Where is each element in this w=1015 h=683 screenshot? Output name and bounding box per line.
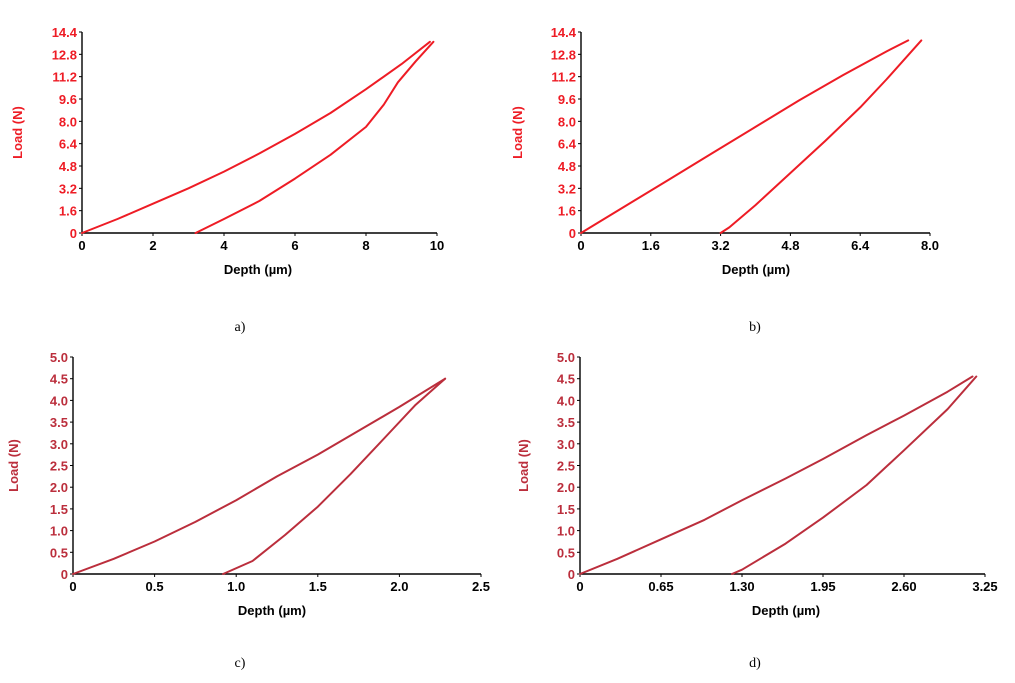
unloading-curve: [731, 375, 978, 575]
y-tick-label: 2.5: [557, 459, 575, 474]
x-tick-label: 2.0: [390, 579, 408, 594]
x-tick-label: 1.6: [642, 238, 660, 253]
x-tick-label: 0.65: [648, 579, 673, 594]
x-tick-label: 0.5: [146, 579, 164, 594]
x-tick-label: 0: [576, 579, 583, 594]
y-tick-label: 8.0: [558, 114, 576, 129]
y-tick-label: 4.5: [557, 372, 575, 387]
x-tick-label: 8.0: [921, 238, 939, 253]
y-tick-label: 11.2: [52, 70, 77, 85]
y-tick-label: 5.0: [557, 350, 575, 365]
unloading-curve: [719, 39, 923, 234]
y-tick-label: 5.0: [50, 350, 68, 365]
y-tick-label: 0.5: [557, 545, 575, 560]
y-tick-label: 1.0: [50, 524, 68, 539]
x-tick-label: 2: [149, 238, 156, 253]
y-tick-label: 12.8: [52, 47, 77, 62]
x-axis-label: Depth (µm): [224, 262, 292, 277]
panel-caption: b): [749, 320, 761, 335]
y-tick-label: 2.0: [50, 480, 68, 495]
y-axis-label: Load (N): [516, 439, 531, 492]
chart-panel-1: 0 1.6 3.2 4.8 6.4 8.0 9.6 11.2 12.8 14.4 0 2 4 6 8 10 De…: [10, 25, 444, 335]
x-tick-label: 2.60: [891, 579, 916, 594]
y-tick-label: 1.5: [557, 502, 575, 517]
x-tick-label: 1.95: [810, 579, 835, 594]
x-axis-label: Depth (µm): [722, 262, 790, 277]
y-tick-label: 9.6: [558, 92, 576, 107]
y-tick-label: 3.5: [557, 415, 575, 430]
y-tick-label: 3.2: [59, 181, 77, 196]
y-tick-label: 4.8: [59, 159, 77, 174]
y-tick-label: 3.2: [558, 181, 576, 196]
x-axis-label: Depth (µm): [752, 603, 820, 618]
x-tick-label: 3.25: [972, 579, 997, 594]
x-tick-label: 2.5: [472, 579, 490, 594]
x-tick-label: 6: [291, 238, 298, 253]
chart-panel-3: 0 0.5 1.0 1.5 2.0 2.5 3.0 3.5 4.0 4.5 5.0 0 0.5 1.0 1.…: [6, 350, 490, 671]
chart-panel-4: 0 0.5 1.0 1.5 2.0 2.5 3.0 3.5 4.0 4.5 5.0 0 0.65 1.30…: [516, 350, 998, 671]
y-tick-label: 0: [70, 226, 77, 241]
y-axis-label: Load (N): [10, 106, 25, 159]
panel-caption: d): [749, 656, 761, 671]
y-tick-label: 4.8: [558, 159, 576, 174]
y-tick-label: 6.4: [558, 137, 577, 152]
y-tick-label: 0: [568, 567, 575, 582]
x-tick-label: 0: [577, 238, 584, 253]
x-tick-label: 4.8: [781, 238, 799, 253]
y-tick-label: 4.0: [557, 393, 575, 408]
y-tick-label: 8.0: [59, 114, 77, 129]
loading-curve: [81, 40, 431, 234]
y-tick-label: 14.4: [52, 25, 78, 40]
x-tick-label: 4: [220, 238, 228, 253]
y-tick-label: 1.0: [557, 524, 575, 539]
unloading-curve: [222, 377, 447, 575]
y-tick-label: 1.6: [558, 204, 576, 219]
y-tick-label: 9.6: [59, 92, 77, 107]
y-axis-label: Load (N): [6, 439, 21, 492]
y-tick-label: 4.5: [50, 372, 68, 387]
y-tick-label: 3.5: [50, 415, 68, 430]
y-tick-label: 1.5: [50, 502, 68, 517]
y-tick-label: 12.8: [551, 47, 576, 62]
x-tick-label: 1.0: [227, 579, 245, 594]
x-tick-label: 3.2: [712, 238, 730, 253]
y-tick-label: 2.5: [50, 459, 68, 474]
unloading-curve: [194, 40, 435, 234]
x-tick-label: 10: [430, 238, 444, 253]
y-tick-label: 11.2: [551, 70, 576, 85]
loading-curve: [579, 375, 974, 575]
y-tick-label: 0.5: [50, 545, 68, 560]
y-tick-label: 6.4: [59, 137, 78, 152]
x-tick-label: 1.5: [309, 579, 327, 594]
chart-panel-2: 0 1.6 3.2 4.8 6.4 8.0 9.6 11.2 12.8 14.4 0 1.6 3.2 4.…: [510, 25, 939, 335]
y-tick-label: 3.0: [50, 437, 68, 452]
y-tick-label: 4.0: [50, 393, 68, 408]
x-tick-label: 6.4: [851, 238, 870, 253]
x-tick-label: 0: [78, 238, 85, 253]
y-tick-label: 3.0: [557, 437, 575, 452]
panel-caption: c): [235, 656, 246, 671]
x-tick-label: 0: [69, 579, 76, 594]
loading-curve: [580, 39, 910, 234]
x-tick-label: 1.30: [729, 579, 754, 594]
loading-curve: [72, 377, 447, 575]
x-tick-label: 8: [362, 238, 369, 253]
y-tick-label: 0: [61, 567, 68, 582]
panel-caption: a): [235, 320, 246, 335]
y-tick-label: 14.4: [551, 25, 577, 40]
y-tick-label: 2.0: [557, 480, 575, 495]
x-axis-label: Depth (µm): [238, 603, 306, 618]
y-tick-label: 0: [569, 226, 576, 241]
y-tick-label: 1.6: [59, 204, 77, 219]
y-axis-label: Load (N): [510, 106, 525, 159]
